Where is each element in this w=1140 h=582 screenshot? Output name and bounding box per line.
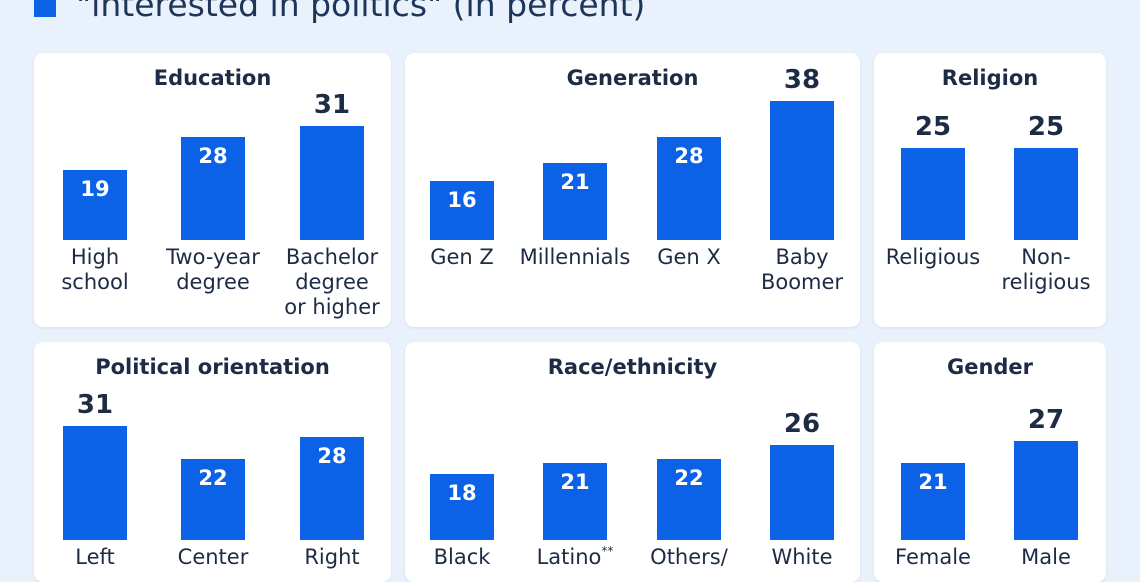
category-text: Baby Boomer [760, 245, 844, 294]
category-label: Baby Boomer [740, 245, 864, 295]
data-label: 31 [313, 90, 351, 120]
data-label: 22 [674, 466, 704, 490]
panel-title: Political orientation [95, 355, 330, 379]
data-label: 21 [560, 170, 590, 194]
data-label: 16 [447, 188, 477, 212]
category-text: Latino [536, 545, 602, 569]
bar-non-religious [1014, 148, 1078, 240]
panel-title: Race/ethnicity [547, 355, 718, 379]
bar-right [300, 437, 364, 540]
category-text: Gen Z [430, 245, 494, 269]
bar-female [901, 463, 965, 540]
data-label: 28 [674, 144, 704, 168]
category-label: Left [33, 545, 157, 570]
data-label: 21 [918, 470, 948, 494]
category-label: High school [33, 245, 157, 295]
bar-latino [543, 463, 607, 540]
data-label: 25 [1027, 112, 1065, 142]
data-label: 26 [783, 409, 821, 439]
category-label: Bachelor degree or higher [270, 245, 394, 320]
bar-millennials [543, 163, 607, 240]
category-text: Female [895, 545, 971, 569]
category-text: Others/ [650, 545, 728, 569]
bar-religious [901, 148, 965, 240]
data-label: 19 [80, 177, 110, 201]
category-label: Millennials [513, 245, 637, 270]
bar-black [430, 474, 494, 540]
category-label: Gen X [627, 245, 751, 270]
category-label: White [740, 545, 864, 570]
bar-others [657, 459, 721, 540]
legend-label: "interested in politics" (in percent) [76, 0, 646, 24]
footnote-marker: ** [601, 544, 614, 558]
category-text: Bachelor degree or higher [284, 245, 380, 319]
data-label: 22 [198, 466, 228, 490]
category-text: Male [1021, 545, 1071, 569]
category-label: Right [270, 545, 394, 570]
bar-two-year-degree [181, 137, 245, 240]
data-label: 28 [198, 144, 228, 168]
data-label: 27 [1027, 405, 1065, 435]
category-text: White [771, 545, 833, 569]
category-text: Gen X [657, 245, 721, 269]
data-label: 28 [317, 444, 347, 468]
bar-bachelor-degree-or-higher [300, 126, 364, 240]
panel-title: Education [153, 66, 272, 90]
data-label: 31 [76, 390, 114, 420]
bar-baby-boomer [770, 101, 834, 240]
panel-title: Generation [566, 66, 699, 90]
bar-gen-z [430, 181, 494, 240]
category-text: High school [61, 245, 129, 294]
panel-title: Gender [946, 355, 1034, 379]
legend: "interested in politics" (in percent) [34, 0, 645, 24]
category-text: Black [433, 545, 491, 569]
bar-center [181, 459, 245, 540]
category-label: Gen Z [400, 245, 524, 270]
legend-swatch [34, 0, 56, 17]
category-label: Black [400, 545, 524, 570]
bar-left [63, 426, 127, 540]
category-label: Latino** [513, 545, 637, 570]
category-text: Religious [885, 245, 981, 269]
category-label: Religious [871, 245, 995, 270]
category-label: Male [984, 545, 1108, 570]
category-label: Two-year degree [151, 245, 275, 295]
bar-high-school [63, 170, 127, 240]
category-label: Female [871, 545, 995, 570]
bar-white [770, 445, 834, 540]
category-label: Center [151, 545, 275, 570]
category-label: Non- religious [984, 245, 1108, 295]
data-label: 38 [783, 65, 821, 95]
category-text: Right [304, 545, 360, 569]
category-text: Two-year degree [166, 245, 260, 294]
bar-gen-x [657, 137, 721, 240]
data-label: 21 [560, 470, 590, 494]
data-label: 18 [447, 481, 477, 505]
data-label: 25 [914, 112, 952, 142]
category-text: Left [75, 545, 115, 569]
category-text: Non- religious [1001, 245, 1091, 294]
category-text: Center [177, 545, 249, 569]
category-text: Millennials [519, 245, 631, 269]
category-label: Others/ [627, 545, 751, 570]
bar-male [1014, 441, 1078, 540]
panel-title: Religion [941, 66, 1039, 90]
